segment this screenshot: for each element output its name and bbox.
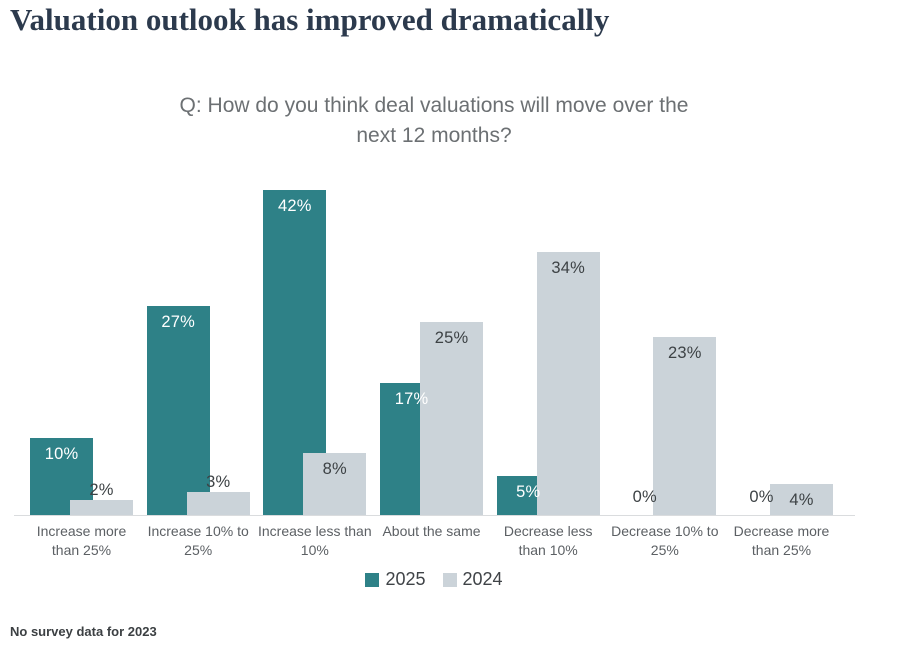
value-label-2025-cat1: 10%	[44, 445, 79, 463]
chart-question: Q: How do you think deal valuations will…	[179, 94, 689, 148]
bar-2024-cat3	[303, 453, 367, 515]
value-label-2025-cat2: 27%	[161, 313, 195, 331]
x-axis-label-5: Decrease less than 10%	[503, 523, 593, 558]
value-label-2024-cat5: 34%	[551, 259, 585, 277]
value-label-2024-cat1: 2%	[89, 481, 114, 499]
bar-2024-cat1	[70, 500, 133, 515]
value-label-2025-cat7: 0%	[749, 488, 774, 506]
page-title: Valuation outlook has improved dramatica…	[10, 2, 610, 37]
x-axis-label-3: Increase less than 10%	[257, 523, 372, 558]
footnote: No survey data for 2023	[10, 624, 157, 639]
x-axis-label-1: Increase more than 25%	[36, 523, 127, 558]
legend-item-2024: 2024	[442, 569, 503, 590]
bar-2024-cat6	[653, 337, 717, 515]
legend-swatch-2025	[365, 572, 380, 587]
x-axis-label-4: About the same	[382, 523, 481, 539]
value-label-2024-cat7: 4%	[789, 491, 814, 509]
legend-label-2024: 2024	[462, 569, 503, 589]
value-label-2024-cat3: 8%	[322, 460, 347, 478]
legend-item-2025: 2025	[365, 569, 426, 590]
value-label-2025-cat4: 17%	[394, 390, 429, 408]
bar-2024-cat4	[420, 322, 483, 515]
x-axis-label-6: Decrease 10% to 25%	[611, 523, 719, 558]
bar-2024-cat5	[536, 252, 600, 515]
bar-2024-cat2	[186, 492, 250, 515]
x-axis-line	[14, 515, 855, 516]
value-label-2025-cat6: 0%	[632, 488, 657, 506]
legend-swatch-2024	[442, 572, 457, 587]
chart-legend: 2025 2024	[0, 569, 868, 590]
value-label-2025-cat3: 42%	[277, 197, 312, 215]
bar-2024-cat7	[770, 484, 833, 515]
value-label-2024-cat4: 25%	[434, 329, 469, 347]
bar-2025-cat2	[146, 306, 210, 515]
value-label-2024-cat6: 23%	[667, 344, 702, 362]
value-label-2025-cat5: 5%	[516, 483, 541, 501]
legend-label-2025: 2025	[385, 569, 426, 589]
x-axis-label-7: Decrease more than 25%	[733, 523, 830, 558]
x-axis-label-2: Increase 10% to 25%	[147, 523, 249, 558]
value-label-2024-cat2: 3%	[206, 473, 231, 491]
